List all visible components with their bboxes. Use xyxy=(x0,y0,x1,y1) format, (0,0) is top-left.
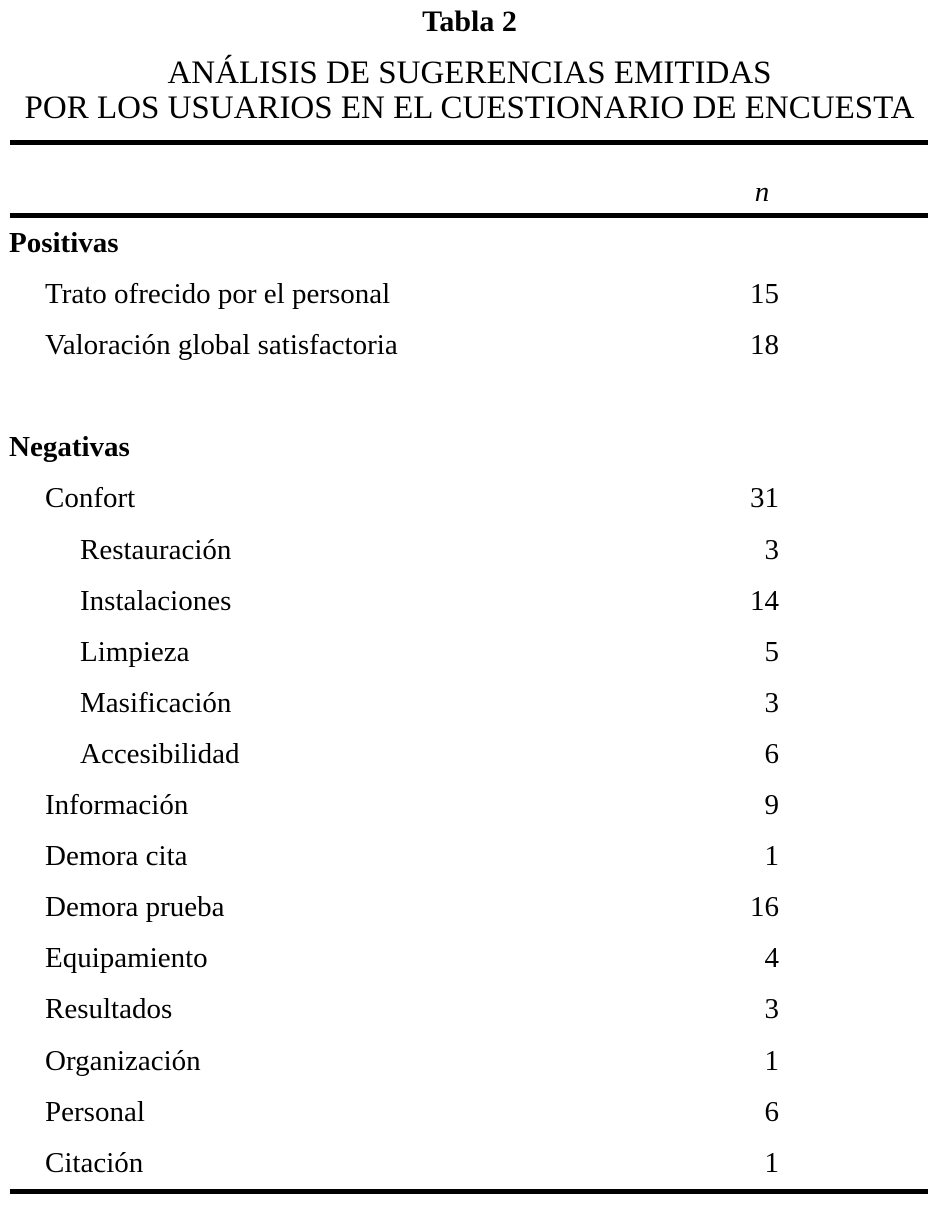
table-body: Positivas Trato ofrecido por el personal… xyxy=(0,218,939,1189)
table-row: Organización 1 xyxy=(0,1036,939,1087)
row-label: Limpieza xyxy=(80,635,190,668)
row-label: Equipamiento xyxy=(45,942,208,975)
row-value: 1 xyxy=(764,1146,780,1179)
table-row: Equipamiento 4 xyxy=(0,933,939,984)
table-row: Citación 1 xyxy=(0,1138,939,1189)
row-label: Valoración global satisfactoria xyxy=(45,329,398,362)
table-row: Información 9 xyxy=(0,780,939,831)
table-row: Limpieza 5 xyxy=(0,627,939,678)
row-value: 18 xyxy=(750,329,779,362)
table-subtitle: ANÁLISIS DE SUGERENCIAS EMITIDAS POR LOS… xyxy=(0,56,939,126)
top-rule xyxy=(10,140,928,145)
row-value: 3 xyxy=(764,686,780,719)
section-header-row-positivas: Positivas xyxy=(0,218,939,269)
table-row: Instalaciones 14 xyxy=(0,576,939,627)
row-value: 5 xyxy=(764,635,780,668)
table-row: Restauración 3 xyxy=(0,525,939,576)
section-header: Negativas xyxy=(9,431,130,464)
row-label: Resultados xyxy=(45,993,173,1026)
row-label: Instalaciones xyxy=(80,584,232,617)
section-header: Positivas xyxy=(9,227,119,259)
row-label: Confort xyxy=(45,482,136,515)
section-header-row-negativas: Negativas xyxy=(0,422,939,473)
row-value: 31 xyxy=(750,482,779,515)
table-row: Demora cita 1 xyxy=(0,831,939,882)
row-value: 3 xyxy=(764,993,780,1026)
row-label: Demora cita xyxy=(45,840,188,873)
blank-row xyxy=(0,371,939,422)
row-label: Masificación xyxy=(80,686,232,719)
table-title: Tabla 2 xyxy=(422,5,517,38)
table-row: Trato ofrecido por el personal 15 xyxy=(0,269,939,320)
row-value: 4 xyxy=(764,942,780,975)
row-value: 15 xyxy=(750,278,779,311)
table-row: Masificación 3 xyxy=(0,678,939,729)
table-row: Confort 31 xyxy=(0,473,939,524)
row-value: 6 xyxy=(764,737,780,770)
table-row: Personal 6 xyxy=(0,1087,939,1138)
row-label: Personal xyxy=(45,1095,145,1128)
column-header-zone: n xyxy=(0,145,939,213)
row-value: 14 xyxy=(750,584,779,617)
row-value: 6 xyxy=(764,1095,780,1128)
table-row: Demora prueba 16 xyxy=(0,882,939,933)
row-label: Accesibilidad xyxy=(80,737,240,770)
row-label: Citación xyxy=(45,1146,144,1179)
table-subtitle-line2: POR LOS USUARIOS EN EL CUESTIONARIO DE E… xyxy=(24,90,915,126)
row-value: 16 xyxy=(750,891,779,924)
row-value: 1 xyxy=(764,840,780,873)
row-label: Información xyxy=(45,789,189,822)
row-value: 1 xyxy=(764,1044,780,1077)
table-row: Resultados 3 xyxy=(0,984,939,1035)
table-subtitle-line1: ANÁLISIS DE SUGERENCIAS EMITIDAS xyxy=(167,55,772,91)
row-value: 9 xyxy=(764,789,780,822)
row-label: Organización xyxy=(45,1044,201,1077)
bottom-rule xyxy=(10,1188,928,1194)
row-label: Demora prueba xyxy=(45,891,225,924)
header-rule xyxy=(10,213,928,218)
row-label: Trato ofrecido por el personal xyxy=(45,278,391,311)
row-label: Restauración xyxy=(80,533,232,566)
row-value: 3 xyxy=(764,533,780,566)
column-header-n: n xyxy=(754,176,770,208)
table-row: Accesibilidad 6 xyxy=(0,729,939,780)
table-row: Valoración global satisfactoria 18 xyxy=(0,320,939,371)
